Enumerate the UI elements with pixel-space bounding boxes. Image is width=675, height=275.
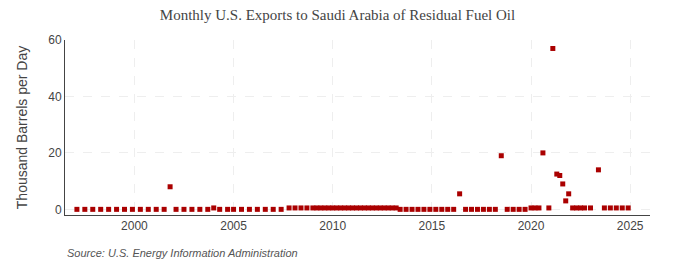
svg-text:2020: 2020 <box>518 219 545 233</box>
svg-text:0: 0 <box>55 203 62 217</box>
svg-text:2015: 2015 <box>419 219 446 233</box>
svg-text:Monthly U.S. Exports to Saudi: Monthly U.S. Exports to Saudi Arabia of … <box>160 7 515 23</box>
svg-text:2010: 2010 <box>319 219 346 233</box>
svg-text:Source: U.S. Energy Informatio: Source: U.S. Energy Information Administ… <box>67 247 298 259</box>
svg-text:Thousand Barrels per Day: Thousand Barrels per Day <box>14 46 30 209</box>
svg-text:2005: 2005 <box>220 219 247 233</box>
svg-text:40: 40 <box>48 90 62 104</box>
svg-text:2025: 2025 <box>617 219 644 233</box>
svg-text:60: 60 <box>48 33 62 47</box>
svg-text:2000: 2000 <box>121 219 148 233</box>
svg-text:20: 20 <box>48 146 62 160</box>
